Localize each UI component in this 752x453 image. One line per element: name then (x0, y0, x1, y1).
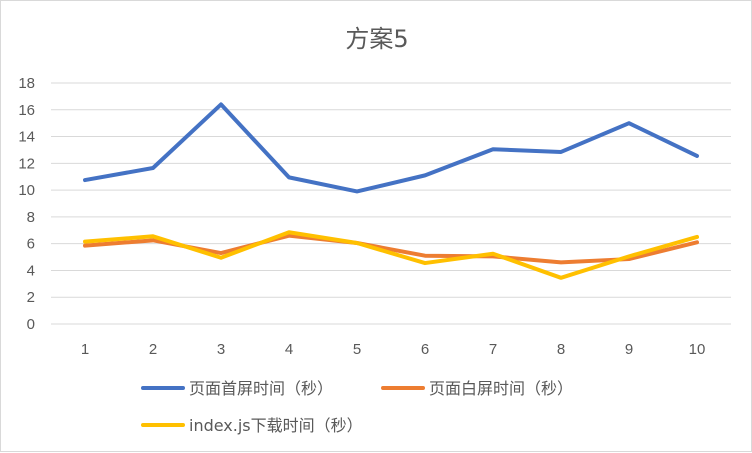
y-tick-label: 6 (27, 236, 35, 253)
gridlines (51, 82, 731, 325)
x-tick-label: 5 (353, 341, 361, 358)
legend-label: 页面首屏时间（秒） (189, 379, 333, 398)
chart-title: 方案5 (345, 25, 408, 53)
x-tick-label: 9 (625, 341, 633, 358)
x-tick-label: 8 (557, 341, 565, 358)
series-line-3 (83, 230, 699, 280)
y-tick-label: 8 (27, 209, 35, 226)
y-tick-label: 18 (18, 75, 35, 92)
x-tick-label: 4 (285, 341, 293, 358)
legend-label: index.js下载时间（秒） (189, 416, 363, 435)
x-axis-ticks: 1 2 3 4 5 6 7 8 9 10 (81, 341, 706, 358)
series-line-2 (83, 233, 699, 265)
x-tick-label: 1 (81, 341, 89, 358)
x-tick-label: 10 (689, 341, 706, 358)
y-tick-label: 12 (18, 155, 35, 172)
x-tick-label: 6 (421, 341, 429, 358)
x-tick-label: 7 (489, 341, 497, 358)
legend: 页面首屏时间（秒） 页面白屏时间（秒） index.js下载时间（秒） (141, 379, 573, 435)
y-tick-label: 16 (18, 102, 35, 119)
y-tick-label: 0 (27, 316, 35, 333)
legend-label: 页面白屏时间（秒） (429, 379, 573, 398)
x-tick-label: 3 (217, 341, 225, 358)
y-tick-label: 4 (27, 262, 35, 279)
y-axis-ticks: 0 2 4 6 8 10 12 14 16 18 (18, 75, 35, 333)
y-tick-label: 2 (27, 289, 35, 306)
x-tick-label: 2 (149, 341, 157, 358)
series-line-1 (83, 102, 699, 194)
y-tick-label: 14 (18, 129, 35, 146)
y-tick-label: 10 (18, 182, 35, 199)
series-lines (83, 102, 699, 280)
